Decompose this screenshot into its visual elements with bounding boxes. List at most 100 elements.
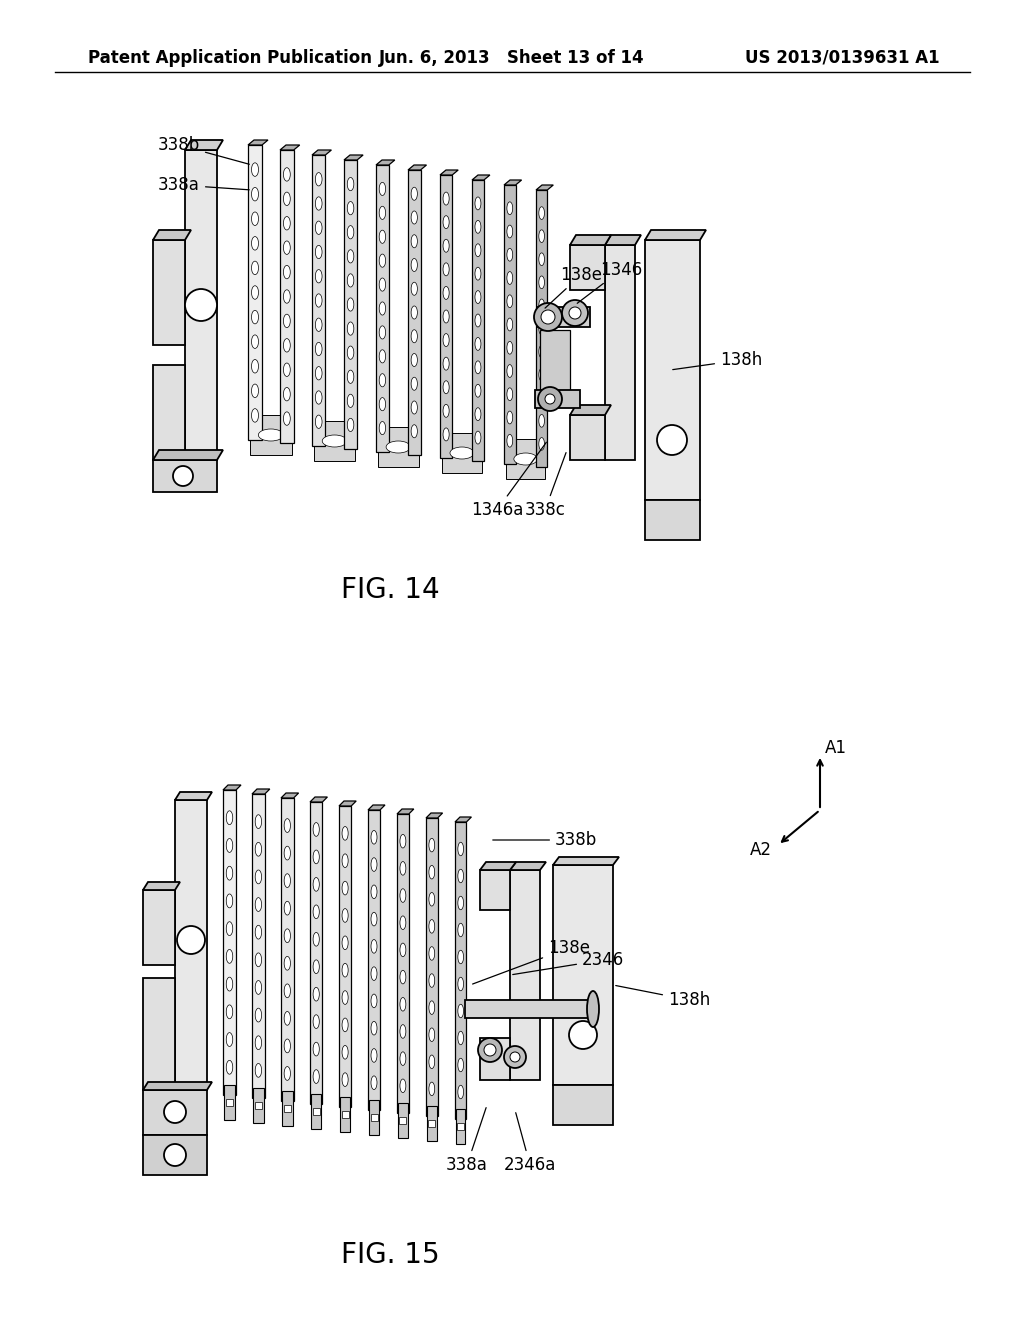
Polygon shape [378,426,419,467]
Polygon shape [427,1106,436,1140]
Ellipse shape [507,411,513,424]
Polygon shape [143,1090,207,1135]
Polygon shape [605,235,641,246]
Ellipse shape [458,923,464,937]
Ellipse shape [411,235,418,248]
Ellipse shape [347,322,354,335]
Ellipse shape [284,1067,291,1080]
Ellipse shape [411,330,418,343]
Polygon shape [535,389,580,408]
Ellipse shape [255,1036,261,1049]
Ellipse shape [342,1018,348,1032]
Ellipse shape [411,187,418,201]
Polygon shape [310,803,323,1104]
Ellipse shape [255,814,261,829]
Polygon shape [645,500,700,540]
Ellipse shape [458,896,464,909]
Ellipse shape [371,1022,377,1035]
Ellipse shape [379,206,386,219]
Circle shape [484,1044,496,1056]
Polygon shape [553,1085,613,1125]
Polygon shape [153,230,191,240]
Ellipse shape [458,1085,464,1098]
Ellipse shape [400,998,406,1011]
Polygon shape [224,1085,234,1119]
Polygon shape [480,1038,510,1080]
Polygon shape [253,1088,264,1123]
Ellipse shape [507,388,513,401]
Polygon shape [185,140,223,150]
Polygon shape [344,154,364,160]
Ellipse shape [284,957,291,970]
Ellipse shape [475,197,481,210]
Ellipse shape [252,384,258,397]
Ellipse shape [226,866,232,880]
Ellipse shape [347,226,354,239]
Ellipse shape [342,854,348,867]
Polygon shape [480,862,516,870]
Ellipse shape [429,892,435,906]
Ellipse shape [443,334,450,347]
Ellipse shape [284,902,291,915]
Polygon shape [570,414,605,459]
Polygon shape [408,165,427,170]
Ellipse shape [226,1060,232,1074]
Ellipse shape [379,350,386,363]
Ellipse shape [379,182,386,195]
Text: 138h: 138h [673,351,762,370]
Ellipse shape [443,428,450,441]
Ellipse shape [315,197,323,210]
Ellipse shape [347,418,354,432]
Ellipse shape [400,888,406,903]
Polygon shape [143,890,175,965]
Ellipse shape [507,248,513,261]
Circle shape [173,466,193,486]
Polygon shape [368,810,380,1110]
Ellipse shape [507,434,513,447]
Polygon shape [310,797,328,803]
Polygon shape [175,792,212,800]
Ellipse shape [313,1015,319,1028]
Ellipse shape [443,263,450,276]
Polygon shape [440,170,458,176]
Ellipse shape [443,286,450,300]
Ellipse shape [429,866,435,879]
Ellipse shape [323,436,347,447]
Ellipse shape [400,834,406,847]
Polygon shape [408,170,421,455]
Circle shape [545,393,555,404]
Ellipse shape [507,294,513,308]
Text: Jun. 6, 2013   Sheet 13 of 14: Jun. 6, 2013 Sheet 13 of 14 [379,49,645,67]
Ellipse shape [252,213,258,226]
Ellipse shape [347,273,354,286]
Text: FIG. 14: FIG. 14 [341,576,439,605]
Ellipse shape [411,211,418,224]
Ellipse shape [342,826,348,841]
Ellipse shape [284,1039,291,1053]
Ellipse shape [252,310,258,323]
Ellipse shape [443,358,450,370]
Ellipse shape [371,1076,377,1089]
Ellipse shape [315,318,323,331]
Ellipse shape [475,244,481,256]
Ellipse shape [458,1005,464,1018]
Ellipse shape [371,912,377,925]
Ellipse shape [252,162,258,177]
Ellipse shape [539,253,545,265]
Ellipse shape [313,960,319,974]
Polygon shape [344,160,357,449]
Ellipse shape [255,842,261,857]
Circle shape [569,308,581,319]
Polygon shape [369,1100,379,1135]
Bar [457,1123,464,1130]
Ellipse shape [400,916,406,929]
Polygon shape [440,176,453,458]
Ellipse shape [475,314,481,327]
Text: 338c: 338c [524,453,566,519]
Polygon shape [465,1001,590,1018]
Polygon shape [368,805,385,810]
Polygon shape [314,421,355,461]
Ellipse shape [475,432,481,444]
Ellipse shape [342,908,348,923]
Ellipse shape [226,1032,232,1047]
